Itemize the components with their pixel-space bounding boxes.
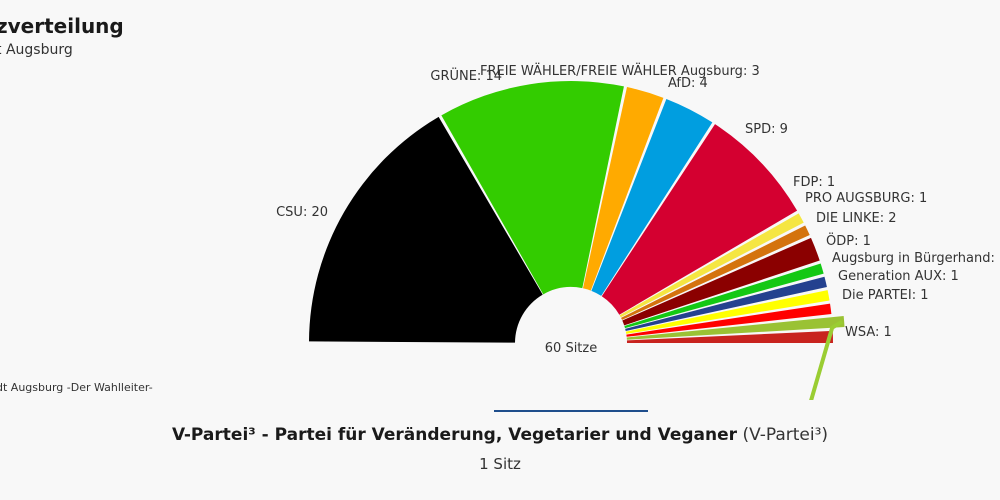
slice-label-augsburg-in-bu-rgerhand: Augsburg in Bürgerhand: 1 bbox=[832, 251, 1000, 266]
slice-label-pro-augsburg: PRO AUGSBURG: 1 bbox=[805, 191, 927, 206]
slice-label-gru-ne: GRÜNE: 14 bbox=[430, 67, 502, 84]
slice-v-partei[interactable] bbox=[626, 315, 845, 340]
slice-fdp[interactable] bbox=[619, 213, 804, 318]
slice-label-csu: CSU: 20 bbox=[276, 205, 328, 220]
source-note: dt Augsburg -Der Wahlleiter- bbox=[0, 381, 153, 394]
chart-title: zverteilung bbox=[0, 14, 124, 38]
detail-divider bbox=[494, 410, 648, 412]
slice-label-freie-wa-hler-freie-wa-hler-augsburg: FREIE WÄHLER/FREIE WÄHLER Augsburg: 3 bbox=[480, 63, 760, 79]
slice-label-wsa: WSA: 1 bbox=[845, 325, 892, 340]
highlight-leader-line bbox=[809, 319, 844, 400]
total-seats-label: 60 Sitze bbox=[545, 341, 597, 356]
detail-party-name: V-Partei³ - Partei für Veränderung, Vege… bbox=[171, 425, 738, 445]
slice-label-generation-aux: Generation AUX: 1 bbox=[838, 269, 959, 284]
chart-subtitle: t Augsburg bbox=[0, 42, 73, 58]
slice-spd[interactable] bbox=[601, 124, 798, 315]
slice-label-spd: SPD: 9 bbox=[745, 122, 788, 137]
slice-label-fdp: FDP: 1 bbox=[793, 175, 835, 190]
slice-afd[interactable] bbox=[591, 98, 713, 296]
slice-die-partei[interactable] bbox=[626, 303, 832, 337]
chart-slices bbox=[309, 80, 845, 343]
slice-label-die-partei: Die PARTEI: 1 bbox=[842, 288, 929, 303]
slice-label-o-dp: ÖDP: 1 bbox=[826, 232, 871, 249]
slice-gru-ne[interactable] bbox=[441, 80, 624, 295]
slice-o-dp[interactable] bbox=[624, 263, 824, 329]
slice-generation-aux[interactable] bbox=[625, 290, 830, 334]
slice-augsburg-in-bu-rgerhand[interactable] bbox=[625, 276, 827, 332]
detail-title: V-Partei³ - Partei für Veränderung, Vege… bbox=[0, 425, 1000, 445]
slice-label-die-linke: DIE LINKE: 2 bbox=[816, 211, 897, 226]
detail-party-short: (V-Partei³) bbox=[742, 425, 829, 445]
slice-freie-wa-hler-freie-wa-hler-augsburg[interactable] bbox=[582, 87, 664, 291]
slice-csu[interactable] bbox=[309, 116, 543, 343]
slice-pro-augsburg[interactable] bbox=[621, 225, 810, 320]
detail-seats: 1 Sitz bbox=[479, 455, 521, 473]
slice-label-afd: AfD: 4 bbox=[668, 76, 708, 91]
slice-wsa[interactable] bbox=[626, 330, 833, 343]
slice-die-linke[interactable] bbox=[622, 237, 820, 326]
